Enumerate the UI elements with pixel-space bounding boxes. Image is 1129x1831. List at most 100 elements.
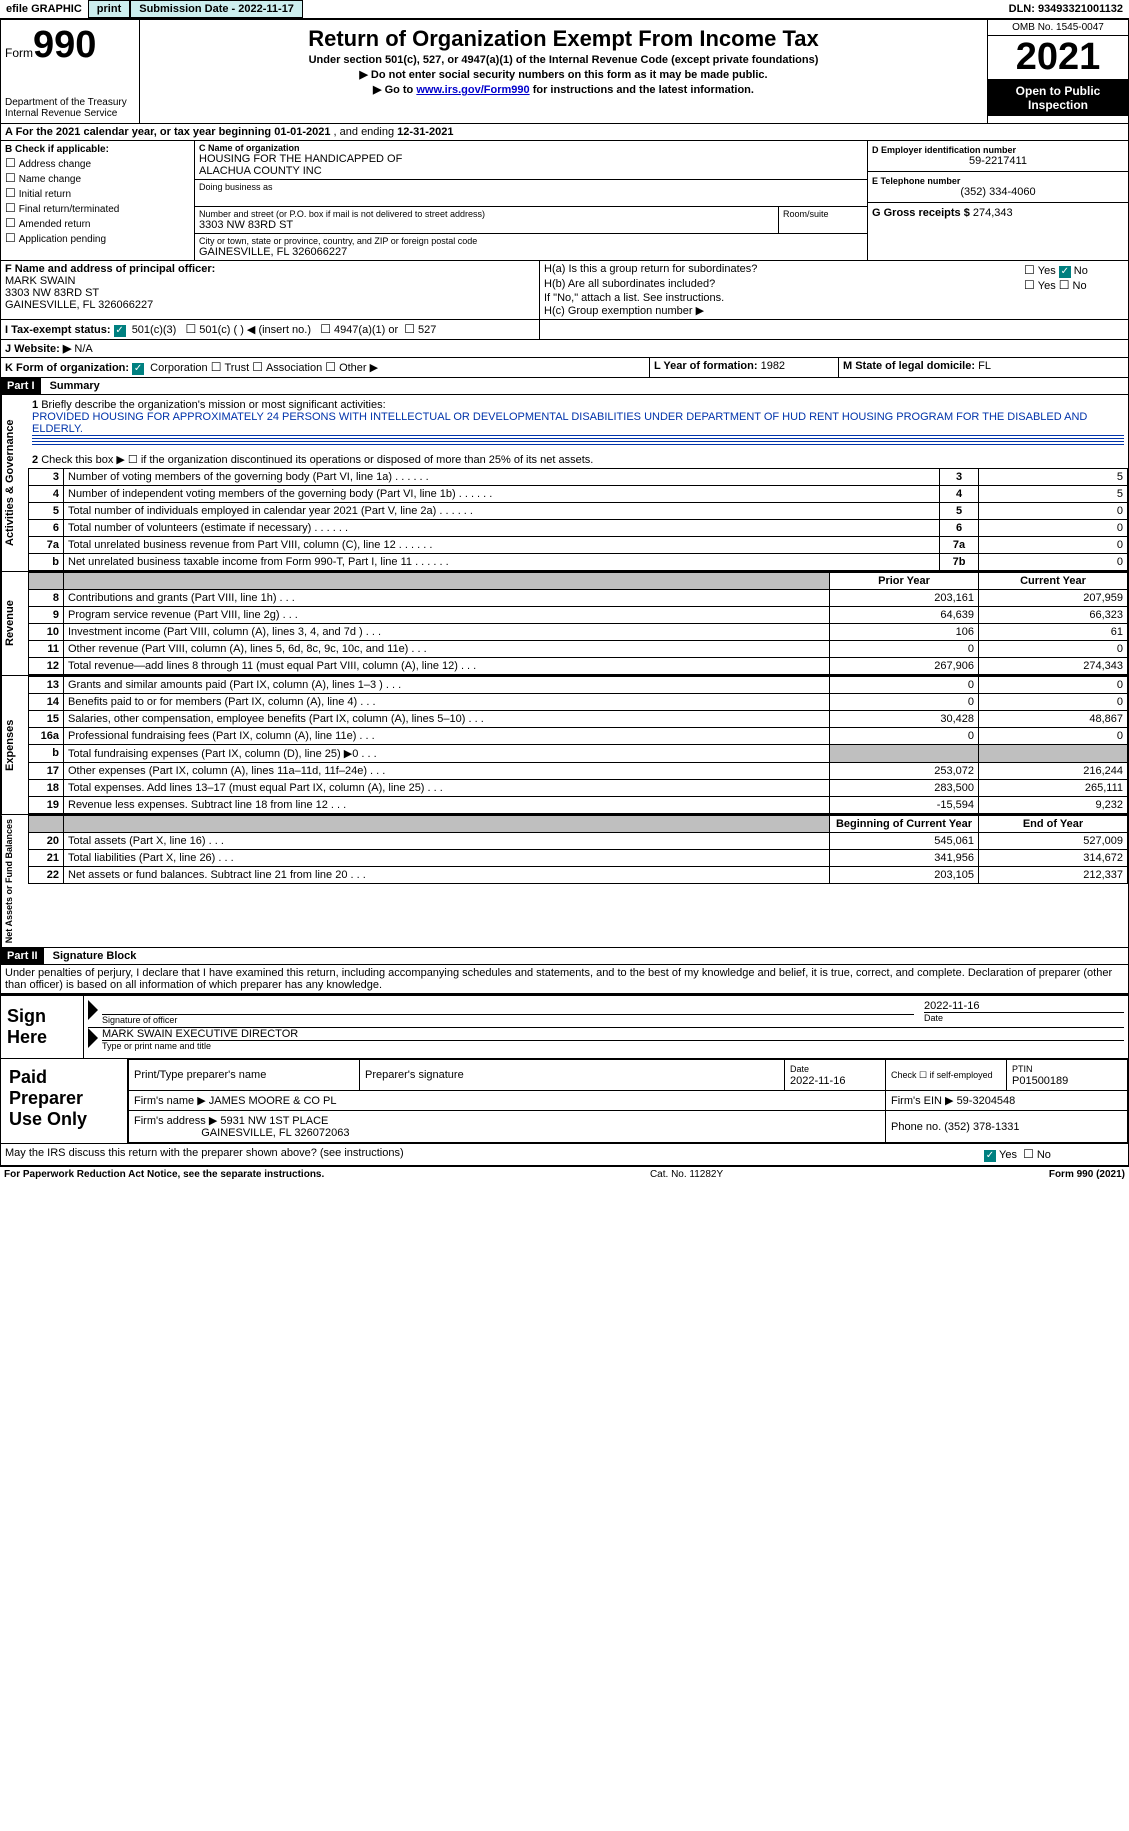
vlabel-governance: Activities & Governance bbox=[1, 395, 28, 571]
h-b-note: If "No," attach a list. See instructions… bbox=[544, 292, 1124, 304]
table-row: bNet unrelated business taxable income f… bbox=[29, 554, 1128, 571]
cb-amended-return[interactable]: Amended return bbox=[5, 216, 190, 230]
officer-label: F Name and address of principal officer: bbox=[5, 263, 535, 275]
cb-corporation[interactable] bbox=[132, 363, 144, 375]
officer-group-row: F Name and address of principal officer:… bbox=[0, 261, 1129, 320]
table-row: 13Grants and similar amounts paid (Part … bbox=[29, 677, 1128, 694]
city-label: City or town, state or province, country… bbox=[199, 236, 863, 246]
firm-addr1: 5931 NW 1ST PLACE bbox=[220, 1115, 328, 1127]
sig-officer-label: Signature of officer bbox=[102, 1015, 914, 1025]
dln-label: DLN: 93493321001132 bbox=[1003, 1, 1129, 17]
org-address: 3303 NW 83RD ST bbox=[199, 219, 774, 231]
cb-trust[interactable]: Trust bbox=[211, 362, 249, 374]
cb-name-change[interactable]: Name change bbox=[5, 171, 190, 185]
mission-label: Briefly describe the organization's miss… bbox=[41, 399, 385, 411]
revenue-block: Revenue Prior YearCurrent Year8Contribut… bbox=[0, 572, 1129, 676]
cb-4947[interactable]: 4947(a)(1) or bbox=[320, 324, 398, 336]
governance-table: 3Number of voting members of the governi… bbox=[28, 468, 1128, 571]
table-row: 16aProfessional fundraising fees (Part I… bbox=[29, 728, 1128, 745]
vlabel-netassets: Net Assets or Fund Balances bbox=[1, 815, 28, 947]
ptin-label: PTIN bbox=[1012, 1064, 1033, 1074]
ha-no-label: No bbox=[1074, 265, 1088, 277]
phone-value: (352) 334-4060 bbox=[872, 186, 1124, 198]
ha-no-check[interactable] bbox=[1059, 266, 1071, 278]
paid-preparer-label: Paid Preparer Use Only bbox=[1, 1059, 128, 1143]
submission-date-button[interactable]: Submission Date - 2022-11-17 bbox=[130, 0, 303, 18]
ha-yes[interactable]: Yes bbox=[1024, 265, 1056, 277]
cb-other[interactable]: Other ▶ bbox=[325, 362, 378, 374]
table-header-row: Prior YearCurrent Year bbox=[29, 573, 1128, 590]
addr-label: Number and street (or P.O. box if mail i… bbox=[199, 209, 774, 219]
section-i-label: I Tax-exempt status: bbox=[5, 324, 111, 336]
form-identifier: Form990 bbox=[5, 24, 135, 67]
cb-527[interactable]: 527 bbox=[404, 324, 436, 336]
firm-name: JAMES MOORE & CO PL bbox=[209, 1095, 337, 1107]
part-1-header-row: Part I Summary bbox=[0, 378, 1129, 395]
table-row: 22Net assets or fund balances. Subtract … bbox=[29, 867, 1128, 884]
goto-suffix: for instructions and the latest informat… bbox=[530, 84, 754, 96]
domicile-value: FL bbox=[978, 360, 991, 372]
org-name-1: HOUSING FOR THE HANDICAPPED OF bbox=[199, 153, 863, 165]
ein-label: D Employer identification number bbox=[872, 145, 1124, 155]
website-label: J Website: ▶ bbox=[5, 343, 71, 355]
section-b-checkboxes: B Check if applicable: Address change Na… bbox=[1, 141, 195, 260]
paid-preparer-block: Paid Preparer Use Only Print/Type prepar… bbox=[0, 1059, 1129, 1144]
table-row: 7aTotal unrelated business revenue from … bbox=[29, 537, 1128, 554]
part-1-badge: Part I bbox=[1, 378, 41, 394]
officer-addr1: 3303 NW 83RD ST bbox=[5, 287, 535, 299]
table-row: 10Investment income (Part VIII, column (… bbox=[29, 624, 1128, 641]
prep-sig-label: Preparer's signature bbox=[360, 1060, 785, 1091]
hb-no[interactable]: No bbox=[1059, 280, 1087, 292]
domicile-label: M State of legal domicile: bbox=[843, 360, 975, 372]
table-row: 3Number of voting members of the governi… bbox=[29, 469, 1128, 486]
h-b-label: H(b) Are all subordinates included? bbox=[544, 278, 1024, 292]
netassets-table: Beginning of Current YearEnd of Year20To… bbox=[28, 815, 1128, 884]
discuss-label: May the IRS discuss this return with the… bbox=[5, 1147, 984, 1162]
preparer-row-3: Firm's address ▶ 5931 NW 1ST PLACE GAINE… bbox=[129, 1111, 1128, 1143]
table-row: 8Contributions and grants (Part VIII, li… bbox=[29, 590, 1128, 607]
prep-date: 2022-11-16 bbox=[790, 1075, 845, 1087]
dept-treasury: Department of the Treasury Internal Reve… bbox=[5, 97, 135, 119]
sig-date: 2022-11-16 bbox=[924, 1000, 1124, 1013]
officer-addr2: GAINESVILLE, FL 326066227 bbox=[5, 299, 535, 311]
discuss-no[interactable]: No bbox=[1023, 1149, 1051, 1161]
period-end: 12-31-2021 bbox=[397, 126, 453, 138]
right-info-col: D Employer identification number 59-2217… bbox=[868, 141, 1128, 260]
irs-link[interactable]: www.irs.gov/Form990 bbox=[416, 84, 529, 96]
cb-initial-return[interactable]: Initial return bbox=[5, 186, 190, 200]
website-value: N/A bbox=[74, 343, 92, 355]
footer-mid: Cat. No. 11282Y bbox=[650, 1169, 723, 1180]
print-button[interactable]: print bbox=[88, 0, 130, 18]
org-name-label: C Name of organization bbox=[199, 143, 863, 153]
org-info-block: B Check if applicable: Address change Na… bbox=[0, 141, 1129, 261]
preparer-row-1: Print/Type preparer's name Preparer's si… bbox=[129, 1060, 1128, 1091]
cb-association[interactable]: Association bbox=[252, 362, 322, 374]
prep-phone-label: Phone no. bbox=[891, 1121, 941, 1133]
cb-501c[interactable]: 501(c) ( ) ◀ (insert no.) bbox=[185, 324, 311, 336]
cb-application-pending[interactable]: Application pending bbox=[5, 231, 190, 245]
firm-ein-label: Firm's EIN ▶ bbox=[891, 1095, 954, 1107]
period-mid: , and ending bbox=[334, 126, 398, 138]
signature-arrow-icon-2 bbox=[88, 1028, 98, 1048]
part-1-title: Summary bbox=[44, 378, 106, 394]
self-employed-check[interactable]: Check ☐ if self-employed bbox=[886, 1060, 1007, 1091]
period-begin: 01-01-2021 bbox=[274, 126, 330, 138]
form-word: Form bbox=[5, 46, 33, 60]
cb-address-change[interactable]: Address change bbox=[5, 156, 190, 170]
ein-value: 59-2217411 bbox=[872, 155, 1124, 167]
part-2-badge: Part II bbox=[1, 948, 44, 964]
year-formation-value: 1982 bbox=[761, 360, 785, 372]
cb-final-return[interactable]: Final return/terminated bbox=[5, 201, 190, 215]
preparer-table: Print/Type preparer's name Preparer's si… bbox=[128, 1059, 1128, 1143]
discuss-yes-check[interactable] bbox=[984, 1150, 996, 1162]
revenue-table: Prior YearCurrent Year8Contributions and… bbox=[28, 572, 1128, 675]
open-public-inspection: Open to Public Inspection bbox=[988, 80, 1128, 116]
cb-501c3[interactable] bbox=[114, 325, 126, 337]
hb-yes[interactable]: Yes bbox=[1024, 280, 1056, 292]
form-org-label: K Form of organization: bbox=[5, 362, 129, 374]
form-header: Form990 Department of the Treasury Inter… bbox=[0, 19, 1129, 124]
part-2-title: Signature Block bbox=[47, 948, 143, 964]
prep-date-label: Date bbox=[790, 1064, 809, 1074]
section-b-label: B Check if applicable: bbox=[5, 144, 190, 155]
dba-label: Doing business as bbox=[199, 182, 863, 192]
